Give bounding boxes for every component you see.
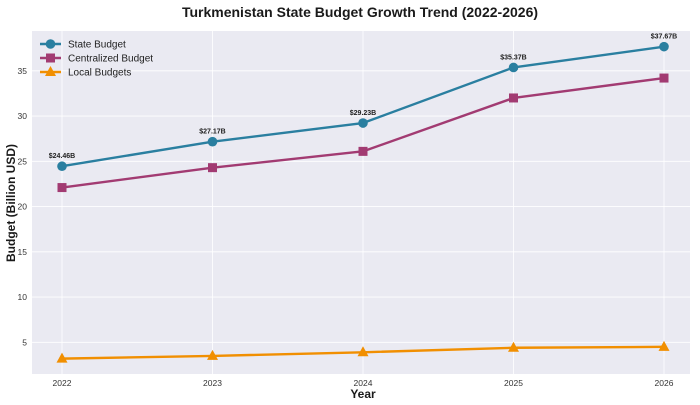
x-tick-label: 2023 bbox=[203, 378, 222, 388]
y-tick-label: 15 bbox=[18, 247, 28, 257]
local-budgets-marker bbox=[658, 340, 670, 351]
plot-area bbox=[32, 31, 690, 374]
data-label: $37.67B bbox=[651, 34, 677, 41]
centralized-budget-marker bbox=[358, 146, 368, 156]
series-layer bbox=[56, 41, 670, 363]
chart-title: Turkmenistan State Budget Growth Trend (… bbox=[182, 4, 538, 20]
x-tick-label: 2024 bbox=[354, 378, 373, 388]
legend-marker bbox=[46, 53, 55, 63]
y-tick-label: 20 bbox=[18, 202, 28, 212]
data-label: $27.17B bbox=[199, 129, 225, 136]
centralized-budget-marker bbox=[659, 73, 669, 83]
local-budgets-marker bbox=[56, 352, 68, 363]
state-budget-marker bbox=[508, 62, 519, 73]
x-tick-label: 2025 bbox=[504, 378, 523, 388]
centralized-budget-marker bbox=[509, 93, 518, 103]
data-labels: $24.46B $27.17B $29.23B $35.37B $37.67B bbox=[49, 34, 677, 161]
legend-label: Local Budgets bbox=[68, 68, 131, 79]
state-budget-marker bbox=[659, 41, 669, 52]
grid bbox=[32, 31, 690, 374]
x-tick-label: 2022 bbox=[53, 378, 72, 388]
legend: State Budget Centralized Budget Local Budg… bbox=[40, 39, 153, 79]
centralized-budget-marker bbox=[208, 163, 217, 173]
data-label: $24.46B bbox=[49, 153, 75, 160]
data-label: $35.37B bbox=[500, 54, 526, 61]
y-tick-label: 5 bbox=[22, 337, 27, 347]
centralized-budget-marker bbox=[57, 183, 67, 193]
y-axis-label: Budget (Billion USD) bbox=[4, 144, 18, 262]
y-tick-label: 10 bbox=[18, 292, 28, 302]
local-budgets-marker bbox=[207, 349, 218, 360]
x-axis-label: Year bbox=[350, 387, 376, 401]
series-centralized-budget bbox=[57, 73, 669, 193]
legend-item-state-budget: State Budget bbox=[40, 39, 126, 51]
legend-label: Centralized Budget bbox=[68, 54, 153, 65]
data-label: $29.23B bbox=[350, 110, 376, 117]
legend-label: State Budget bbox=[68, 40, 126, 51]
local-budgets-marker bbox=[508, 341, 519, 352]
series-local-budgets bbox=[56, 340, 670, 363]
legend-marker bbox=[45, 39, 56, 49]
legend-marker bbox=[45, 66, 56, 76]
x-ticks: 2022 2023 2024 2025 2026 bbox=[53, 378, 674, 388]
y-ticks: 5 10 15 20 25 30 35 bbox=[18, 66, 28, 348]
state-budget-marker bbox=[207, 136, 218, 147]
y-tick-label: 25 bbox=[18, 156, 28, 166]
series-state-budget bbox=[57, 41, 669, 172]
local-budgets-marker bbox=[357, 346, 369, 357]
x-tick-label: 2026 bbox=[655, 378, 674, 388]
y-tick-label: 30 bbox=[18, 111, 28, 121]
state-budget-marker bbox=[358, 118, 368, 128]
legend-item-centralized-budget: Centralized Budget bbox=[40, 53, 153, 65]
state-budget-marker bbox=[57, 161, 67, 172]
y-tick-label: 35 bbox=[18, 66, 28, 76]
legend-item-local-budgets: Local Budgets bbox=[40, 66, 131, 79]
